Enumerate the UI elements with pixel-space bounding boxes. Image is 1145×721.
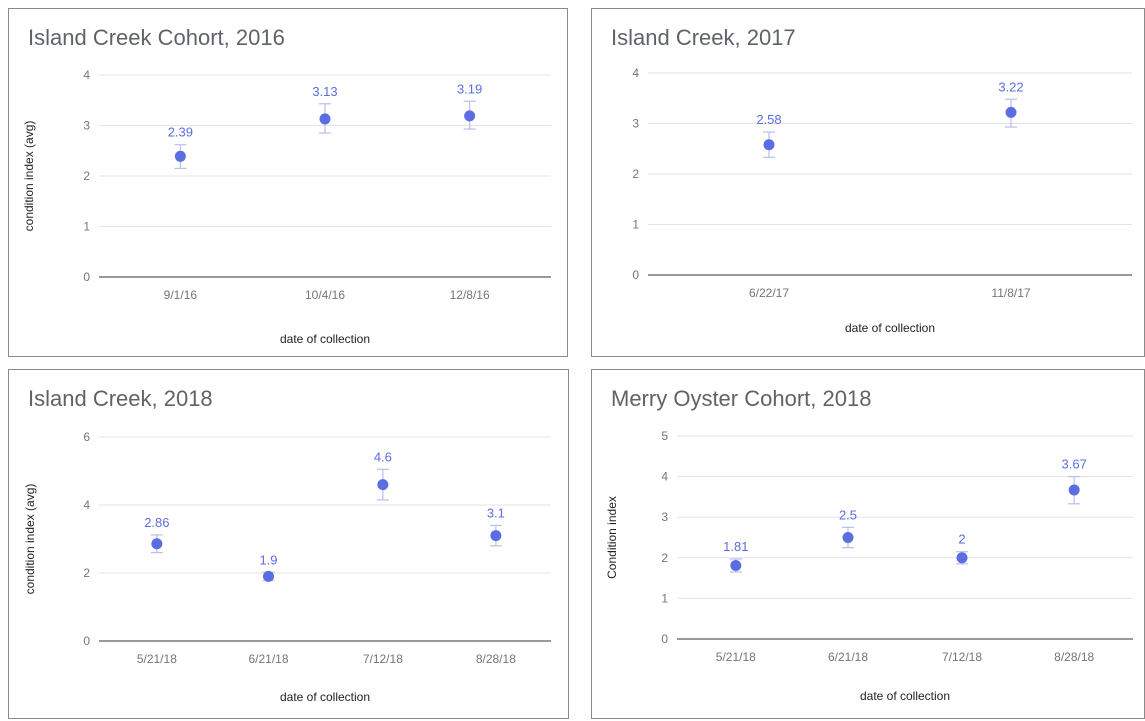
data-label: 3.22 — [998, 79, 1023, 94]
y-tick-label: 0 — [83, 270, 90, 284]
data-point — [1005, 106, 1017, 118]
x-tick-label: 10/4/16 — [305, 288, 345, 302]
y-tick-label: 2 — [83, 566, 90, 580]
y-tick-label: 4 — [632, 66, 639, 80]
y-axis-title: Condition index — [605, 496, 619, 579]
data-point — [464, 110, 476, 122]
chart-title: Island Creek, 2018 — [28, 386, 213, 411]
x-tick-label: 6/21/18 — [828, 650, 868, 664]
x-tick-label: 8/28/18 — [1054, 650, 1094, 664]
x-tick-label: 8/28/18 — [476, 652, 516, 666]
x-tick-label: 7/12/18 — [363, 652, 403, 666]
y-tick-label: 2 — [661, 551, 668, 565]
data-label: 3.1 — [487, 505, 505, 520]
x-tick-label: 7/12/18 — [942, 650, 982, 664]
data-point — [174, 150, 186, 162]
scatter-plot: 0 2 4 6 5/21/18 6/21/18 7/12/18 8/28/18 date of … — [23, 430, 551, 704]
x-tick-label: 6/22/17 — [749, 286, 789, 300]
x-tick-label: 12/8/16 — [450, 288, 490, 302]
y-tick-label: 0 — [83, 634, 90, 648]
data-label: 2.39 — [168, 125, 193, 140]
data-label: 1.9 — [259, 552, 277, 567]
data-point — [263, 570, 274, 582]
data-label: 4.6 — [374, 449, 392, 464]
y-tick-label: 1 — [632, 218, 639, 232]
x-axis-title: date of collection — [845, 321, 935, 335]
data-label: 3.67 — [1062, 457, 1087, 472]
chart-title: Island Creek Cohort, 2016 — [28, 25, 285, 50]
data-point — [956, 552, 968, 564]
y-axis-title: condition index (avg) — [23, 484, 37, 595]
x-tick-label: 6/21/18 — [248, 652, 288, 666]
chart-panel-merry-oyster-cohort-2018: Merry Oyster Cohort, 2018 0 1 2 3 4 5 5/21/18 6… — [591, 369, 1145, 719]
y-tick-label: 1 — [661, 591, 668, 605]
chart-title: Island Creek, 2017 — [611, 25, 796, 50]
scatter-plot: 0 1 2 3 4 6/22/17 11/8/17 date of collection 2.5… — [632, 66, 1132, 335]
data-point — [319, 113, 331, 125]
y-tick-label: 5 — [661, 429, 668, 443]
y-tick-label: 4 — [83, 68, 90, 82]
x-tick-label: 5/21/18 — [716, 650, 756, 664]
y-tick-label: 6 — [83, 430, 90, 444]
data-label: 2 — [958, 532, 965, 547]
data-point — [377, 479, 389, 491]
y-tick-label: 4 — [83, 498, 90, 512]
data-point — [763, 139, 775, 151]
data-point — [1068, 484, 1080, 496]
data-label: 2.5 — [839, 507, 857, 522]
scatter-plot: 0 1 2 3 4 5 5/21/18 6/21/18 7/12/18 8/28/18 date o… — [605, 429, 1133, 703]
chart-title: Merry Oyster Cohort, 2018 — [611, 386, 872, 411]
data-point — [842, 532, 854, 543]
chart-panel-island-creek-cohort-2016: Island Creek Cohort, 2016 0 1 2 3 4 9/1/16 10/… — [8, 8, 568, 357]
data-point — [490, 530, 502, 542]
data-label: 1.81 — [723, 539, 748, 554]
y-tick-label: 2 — [632, 167, 639, 181]
x-tick-label: 5/21/18 — [137, 652, 177, 666]
y-tick-label: 4 — [661, 470, 668, 484]
y-tick-label: 2 — [83, 169, 90, 183]
y-tick-label: 3 — [632, 117, 639, 131]
data-label: 2.58 — [756, 112, 781, 127]
y-tick-label: 3 — [83, 119, 90, 133]
scatter-plot: 0 1 2 3 4 9/1/16 10/4/16 12/8/16 date of collect… — [22, 68, 551, 346]
x-axis-title: date of collection — [280, 332, 370, 346]
data-label: 2.86 — [144, 515, 169, 530]
data-label: 3.19 — [457, 81, 482, 96]
data-point — [151, 538, 163, 550]
x-tick-label: 9/1/16 — [164, 288, 198, 302]
y-axis-title: condition index (avg) — [22, 121, 36, 232]
x-tick-label: 11/8/17 — [991, 286, 1030, 300]
chart-panel-island-creek-2018: Island Creek, 2018 0 2 4 6 5/21/18 6/21/18 7/1… — [8, 369, 569, 719]
data-label: 3.13 — [312, 84, 337, 99]
y-tick-label: 3 — [661, 510, 668, 524]
y-tick-label: 0 — [632, 268, 639, 282]
x-axis-title: date of collection — [280, 690, 370, 704]
y-tick-label: 1 — [83, 220, 90, 234]
x-axis-title: date of collection — [860, 689, 950, 703]
y-tick-label: 0 — [661, 632, 668, 646]
chart-panel-island-creek-2017: Island Creek, 2017 0 1 2 3 4 6/22/17 11/8/17 da… — [591, 8, 1145, 357]
data-point — [730, 560, 742, 572]
